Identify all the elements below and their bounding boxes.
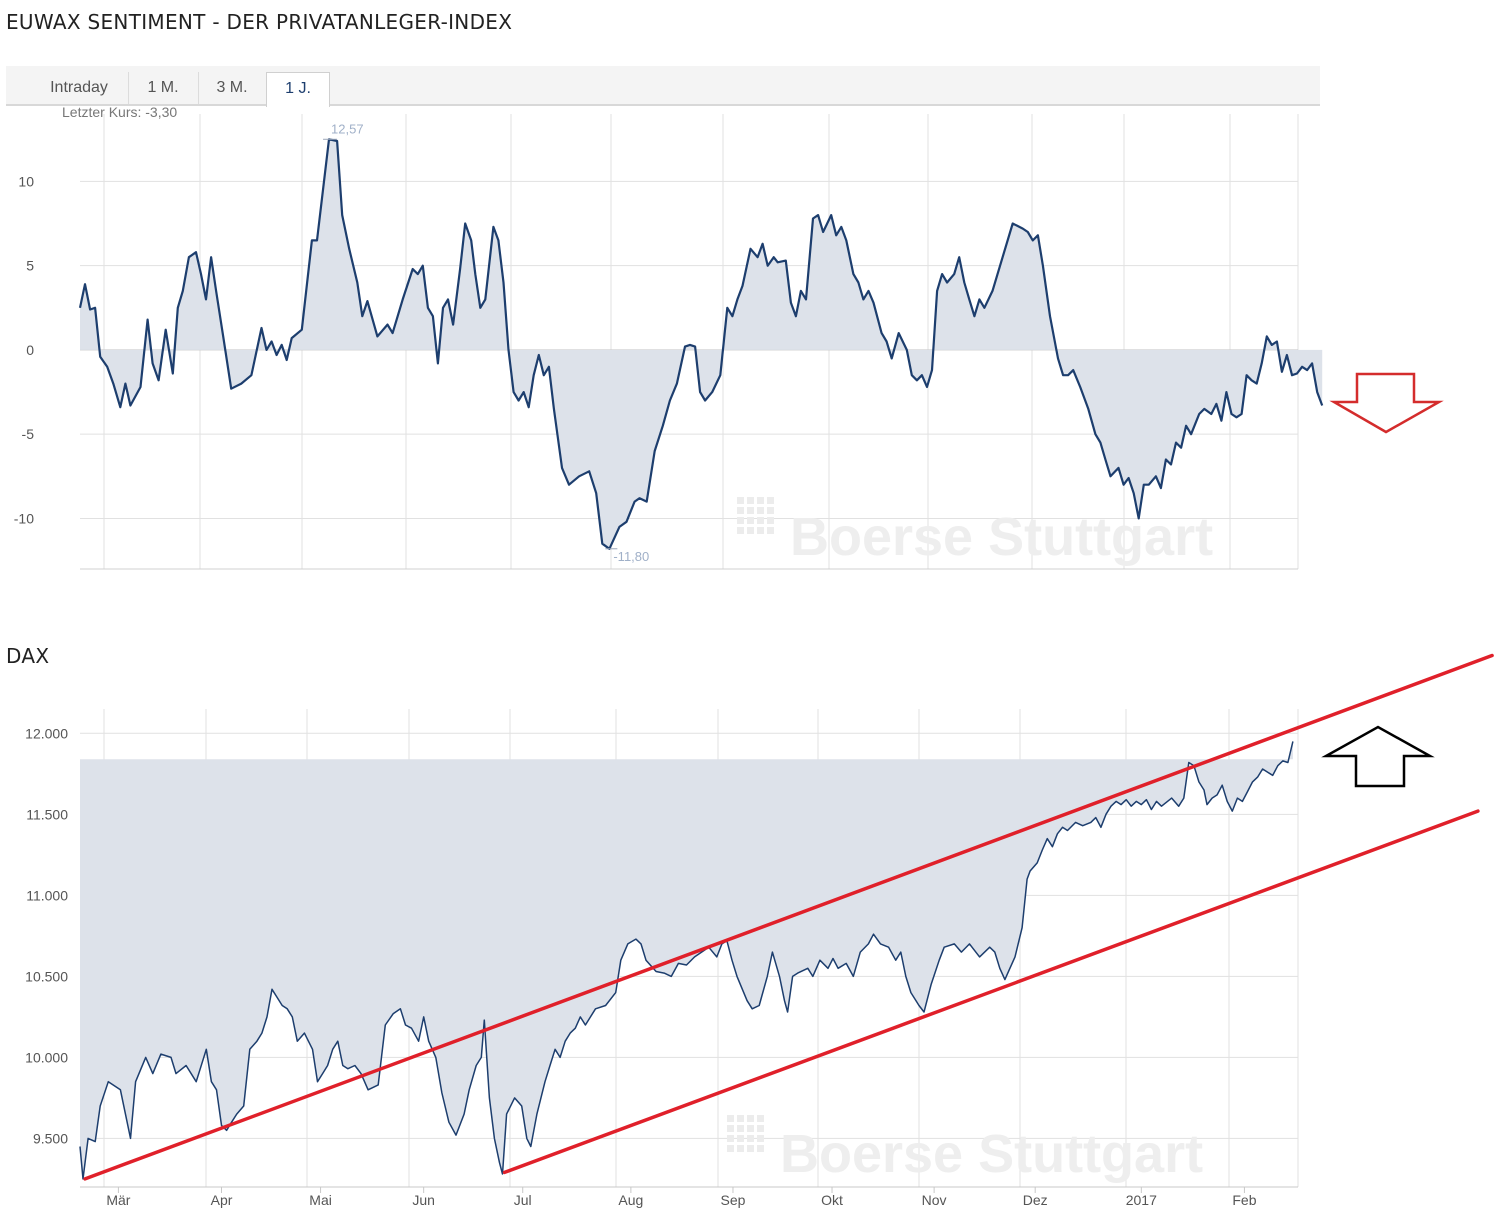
dax-x-tick-label: 2017 — [1126, 1192, 1157, 1208]
dax-x-tick-label: Jul — [514, 1192, 532, 1208]
sentiment-watermark-dot — [767, 517, 774, 524]
dax-watermark-dot — [727, 1115, 734, 1122]
dax-y-tick-label: 11.000 — [26, 887, 68, 903]
sentiment-watermark-dot — [757, 497, 764, 504]
dax-watermark: Boerse Stuttgart — [727, 1115, 1203, 1184]
dax-chart-title: DAX — [6, 644, 50, 668]
tab-1-year[interactable]: 1 J. — [266, 72, 330, 107]
dax-x-tick-label: Sep — [721, 1192, 746, 1208]
sentiment-watermark-dot — [737, 497, 744, 504]
dax-x-tick-label: Okt — [821, 1192, 843, 1208]
dax-y-tick-label: 10.000 — [25, 1049, 68, 1065]
dax-watermark-dot — [747, 1145, 754, 1152]
dax-line — [79, 741, 1294, 1180]
sentiment-watermark-dot — [757, 507, 764, 514]
sentiment-y-tick-label: 0 — [26, 342, 34, 358]
min-value-label: -11,80 — [613, 549, 649, 564]
sentiment-watermark-dot — [757, 517, 764, 524]
trend-line-1 — [502, 809, 1480, 1175]
sentiment-chart-title: EUWAX SENTIMENT - DER PRIVATANLEGER-INDE… — [6, 10, 513, 34]
sentiment-watermark-dot — [767, 527, 774, 534]
sentiment-watermark: Boerse Stuttgart — [737, 497, 1213, 567]
dax-area — [79, 741, 1294, 1180]
dax-x-tick-label: Mär — [106, 1192, 130, 1208]
sentiment-watermark-dot — [767, 497, 774, 504]
dax-y-tick-label: 10.500 — [25, 968, 68, 984]
sentiment-y-tick-label: 10 — [18, 173, 34, 189]
sentiment-fill — [80, 139, 1323, 549]
sentiment-watermark-dot — [747, 517, 754, 524]
dax-x-tick-label: Jun — [412, 1192, 435, 1208]
dax-y-tick-label: 11.500 — [26, 806, 68, 822]
sentiment-watermark-dot — [737, 527, 744, 534]
tab-intraday[interactable]: Intraday — [30, 72, 129, 104]
dax-watermark-dot — [747, 1135, 754, 1142]
sentiment-area — [78, 138, 1324, 550]
sentiment-watermark-dot — [747, 497, 754, 504]
sentiment-y-tick-label: 5 — [26, 258, 34, 274]
dax-trend-channel — [83, 653, 1494, 1181]
sentiment-line — [78, 138, 1324, 550]
sentiment-watermark-dot — [747, 527, 754, 534]
dax-watermark-dot — [747, 1125, 754, 1132]
timeframe-tabs: Intraday 1 M. 3 M. 1 J. — [6, 66, 1320, 107]
sentiment-watermark-dot — [747, 507, 754, 514]
dax-fill — [80, 741, 1293, 1179]
dax-x-tick-label: Apr — [211, 1192, 233, 1208]
dax-x-tick-label: Mai — [309, 1192, 332, 1208]
sentiment-watermark-dot — [737, 517, 744, 524]
arrow-down-icon — [1329, 372, 1444, 434]
sentiment-extremes: 12,57 -11,80 — [323, 121, 649, 564]
dax-watermark-dot — [757, 1145, 764, 1152]
sentiment-y-tick-label: -10 — [14, 510, 34, 526]
sentiment-watermark-dot — [757, 527, 764, 534]
dax-watermark-dot — [737, 1125, 744, 1132]
dax-watermark-dot — [727, 1125, 734, 1132]
dax-watermark-dot — [727, 1135, 734, 1142]
dax-watermark-dot — [747, 1115, 754, 1122]
sentiment-y-tick-label: -5 — [22, 426, 35, 442]
dax-watermark-dot — [737, 1135, 744, 1142]
tab-1-month[interactable]: 1 M. — [128, 72, 199, 104]
dax-watermark-dot — [727, 1145, 734, 1152]
sentiment-y-axis: 10 5 0 -5 -10 — [14, 173, 34, 526]
dax-y-tick-label: 9.500 — [33, 1130, 68, 1146]
dax-x-tick-label: Dez — [1023, 1192, 1048, 1208]
sentiment-watermark-text: Boerse Stuttgart — [790, 507, 1213, 567]
dax-watermark-dot — [737, 1145, 744, 1152]
dax-watermark-dot — [757, 1125, 764, 1132]
max-value-label: 12,57 — [331, 121, 364, 136]
arrow-up-icon — [1321, 725, 1435, 788]
dax-x-tick-label: Nov — [922, 1192, 947, 1208]
dax-y-tick-label: 12.000 — [25, 725, 68, 741]
sentiment-watermark-dot — [737, 507, 744, 514]
dax-x-tick-label: Aug — [618, 1192, 643, 1208]
trend-line-0 — [83, 653, 1494, 1181]
dax-x-tick-label: Feb — [1232, 1192, 1256, 1208]
dax-watermark-dot — [757, 1115, 764, 1122]
sentiment-watermark-dot — [767, 507, 774, 514]
dax-watermark-dot — [757, 1135, 764, 1142]
dax-watermark-dot — [737, 1115, 744, 1122]
dax-watermark-text: Boerse Stuttgart — [780, 1124, 1203, 1184]
dax-axes: 12.000 11.500 11.000 10.500 10.000 9.500 Mär Ap… — [25, 725, 1298, 1208]
last-price-label: Letzter Kurs: -3,30 — [62, 104, 177, 120]
